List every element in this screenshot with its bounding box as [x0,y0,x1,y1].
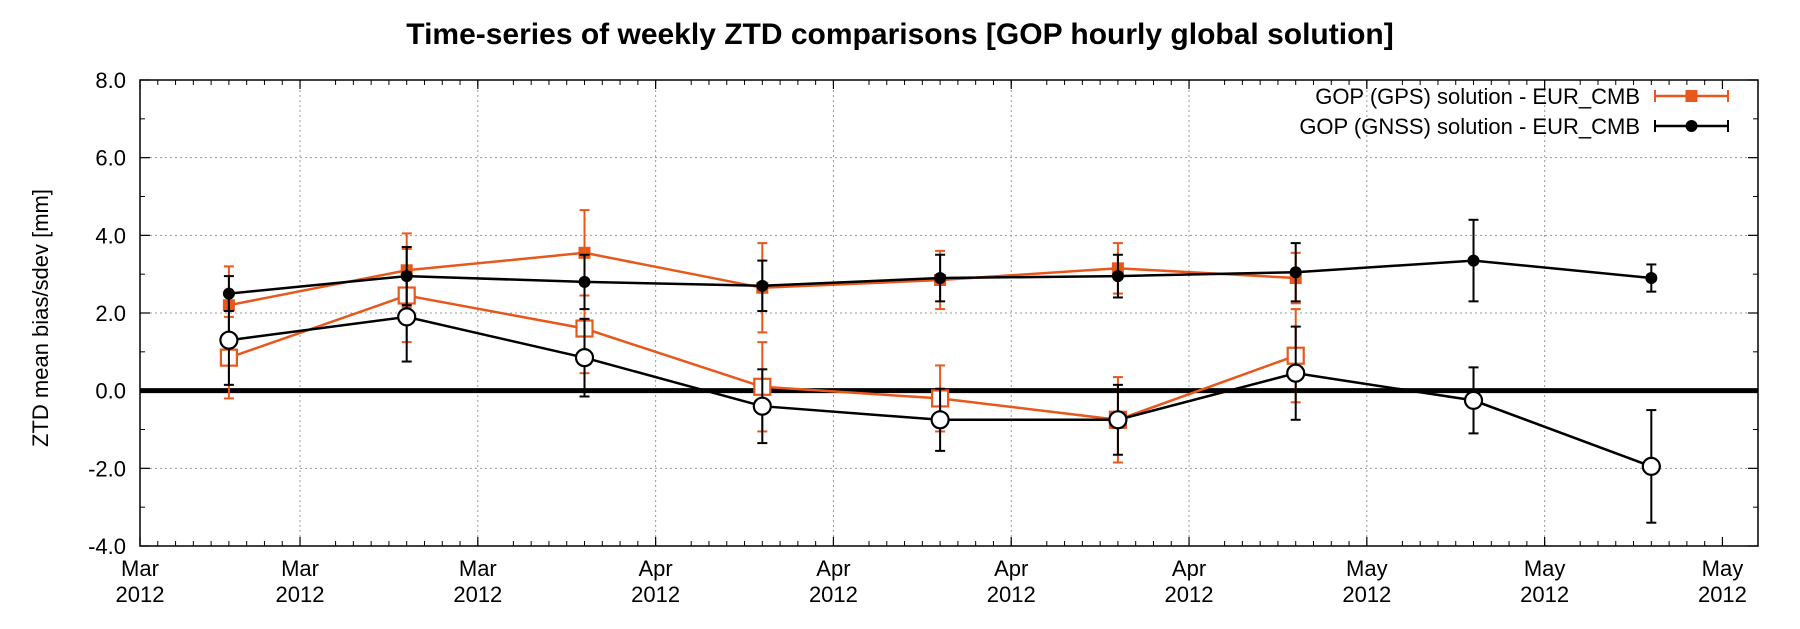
y-tick-label: 6.0 [95,146,126,171]
y-tick-label: -2.0 [88,456,126,481]
legend-label: GOP (GPS) solution - EUR_CMB [1315,84,1640,109]
series-layer [219,209,1661,524]
axes-layer: Mar2012Mar2012Mar2012Apr2012Apr2012Apr20… [88,68,1759,607]
chart-title: Time-series of weekly ZTD comparisons [G… [406,18,1394,51]
bias-point [1286,363,1306,383]
series-gnss [219,218,1661,524]
x-tick-label: Apr [994,556,1028,581]
bias-point [1463,390,1484,410]
sdev-point [578,275,591,288]
legend-label: GOP (GNSS) solution - EUR_CMB [1299,114,1640,139]
x-tick-label: May [1346,556,1388,581]
sdev-point [756,279,769,292]
x-tick-label: 2012 [631,582,680,607]
x-tick-label: Apr [639,556,673,581]
y-tick-label: 4.0 [95,223,126,248]
legend-layer: GOP (GPS) solution - EUR_CMB GOP (GNSS) s… [1299,84,1729,139]
bias-point [1108,410,1128,430]
plot-frame [139,79,1759,547]
sdev-point [222,287,235,300]
legend-marker [1685,90,1698,102]
sdev-point [1645,272,1658,285]
bias-point [219,330,239,350]
x-tick-label: 2012 [116,582,165,607]
bias-point [1641,456,1661,476]
x-tick-label: May [1524,556,1566,581]
x-tick-label: Apr [816,556,850,581]
sdev-point [1289,266,1302,279]
y-tick-label: 8.0 [95,68,126,93]
x-tick-label: 2012 [987,582,1036,607]
x-tick-label: 2012 [1165,582,1214,607]
sdev-point [578,246,591,259]
x-tick-label: 2012 [276,582,325,607]
x-tick-label: Mar [281,556,319,581]
bias-point [574,348,595,368]
sdev-point [1111,270,1124,283]
bias-point [930,410,950,430]
x-tick-label: 2012 [1520,582,1569,607]
sdev-point [1467,254,1480,267]
x-tick-label: Apr [1172,556,1206,581]
x-tick-label: Mar [459,556,497,581]
x-tick-label: Mar [121,556,159,581]
sdev-point [934,272,947,285]
bias-point [397,307,417,327]
y-tick-label: -4.0 [88,534,126,559]
bias-point [752,396,772,416]
y-axis-label: ZTD mean bias/sdev [mm] [28,189,53,447]
legend-marker [1685,120,1698,132]
grid-layer [140,80,1758,546]
y-tick-label: 0.0 [95,379,126,404]
x-tick-label: 2012 [453,582,502,607]
x-tick-label: 2012 [1698,582,1747,607]
x-tick-label: May [1702,556,1744,581]
y-tick-label: 2.0 [95,301,126,326]
x-tick-label: 2012 [1342,582,1391,607]
x-tick-label: 2012 [809,582,858,607]
